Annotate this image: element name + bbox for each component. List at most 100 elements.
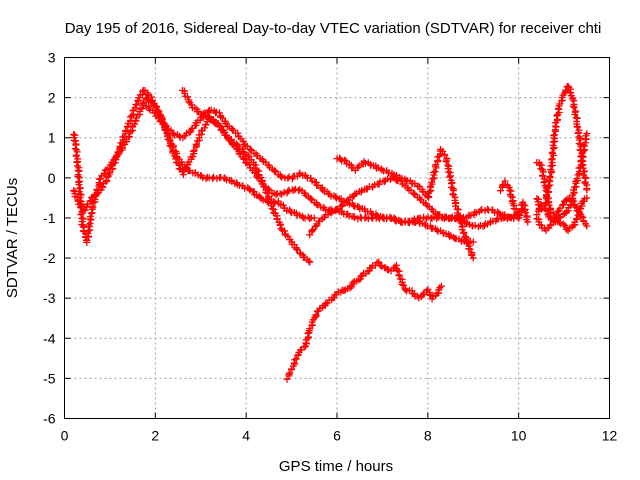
data-point — [132, 114, 140, 122]
data-point — [210, 173, 218, 181]
data-point — [74, 172, 82, 180]
data-point — [312, 311, 320, 319]
x-tick-label: 6 — [333, 428, 341, 444]
data-point — [410, 190, 418, 198]
series-track-e — [306, 174, 523, 239]
data-point — [252, 169, 260, 177]
data-point — [416, 214, 424, 222]
data-point — [540, 179, 548, 187]
data-point — [573, 175, 581, 183]
data-point — [113, 151, 121, 159]
data-point — [400, 281, 408, 289]
data-point — [278, 173, 286, 181]
data-point — [547, 156, 555, 164]
data-point — [562, 225, 570, 233]
data-point — [374, 164, 382, 172]
data-point — [355, 276, 363, 284]
data-point — [398, 219, 406, 227]
data-point — [583, 186, 591, 194]
data-point — [84, 227, 92, 235]
data-point — [292, 245, 300, 253]
data-point — [545, 212, 553, 220]
series-track-l — [533, 130, 591, 226]
data-point — [351, 190, 359, 198]
data-point — [184, 93, 192, 101]
data-point — [77, 204, 85, 212]
data-point — [575, 164, 583, 172]
data-point — [574, 129, 582, 137]
y-tick-label: 0 — [48, 170, 56, 186]
data-point — [73, 158, 81, 166]
data-point — [559, 220, 567, 228]
data-point — [340, 287, 348, 295]
data-point — [469, 238, 477, 246]
y-tick-label: 3 — [48, 50, 56, 66]
data-point — [572, 203, 580, 211]
data-point — [187, 126, 195, 134]
data-point — [572, 178, 580, 186]
data-point — [91, 192, 99, 200]
data-point — [240, 155, 248, 163]
data-point — [577, 157, 585, 165]
data-point — [284, 187, 292, 195]
data-point — [398, 174, 406, 182]
data-point — [398, 281, 406, 289]
data-point — [583, 194, 591, 202]
y-tick-label: -2 — [43, 250, 56, 266]
data-point — [277, 172, 285, 180]
data-point — [349, 279, 357, 287]
data-point — [577, 212, 585, 220]
data-point — [495, 209, 503, 217]
y-tick-label: -5 — [43, 370, 56, 386]
data-point — [549, 138, 557, 146]
data-point — [547, 162, 555, 170]
data-point — [270, 209, 278, 217]
y-axis-label: SDTVAR / TECUs — [4, 178, 21, 298]
data-point — [83, 236, 91, 244]
data-point — [403, 176, 411, 184]
data-point — [242, 159, 250, 167]
data-point — [76, 197, 84, 205]
series-track-i — [533, 82, 591, 213]
data-point — [329, 208, 337, 216]
y-tick-label: -6 — [43, 411, 56, 427]
data-point — [423, 287, 431, 295]
data-point — [550, 132, 558, 140]
data-point — [425, 188, 433, 196]
data-point — [247, 146, 255, 154]
data-point — [138, 104, 146, 112]
data-point — [276, 221, 284, 229]
data-point — [395, 272, 403, 280]
series-track-f — [333, 145, 477, 262]
data-point — [308, 226, 316, 234]
series-track-h — [497, 177, 532, 226]
data-point — [167, 143, 175, 151]
data-point — [322, 300, 330, 308]
data-point — [569, 102, 577, 110]
data-point — [404, 218, 412, 226]
data-point — [75, 181, 83, 189]
data-point — [469, 254, 477, 262]
data-point — [73, 148, 81, 156]
y-tick-label: -1 — [43, 210, 56, 226]
data-point — [574, 171, 582, 179]
data-point — [131, 120, 139, 128]
data-point — [579, 213, 587, 221]
chart-title: Day 195 of 2016, Sidereal Day-to-day VTE… — [65, 20, 602, 37]
data-point — [583, 222, 591, 230]
data-point — [175, 165, 183, 173]
data-point — [310, 214, 318, 222]
x-tick-label: 2 — [151, 428, 159, 444]
data-point — [163, 125, 171, 133]
data-point — [93, 185, 101, 193]
x-axis-label: GPS time / hours — [279, 458, 393, 475]
data-point — [196, 116, 204, 124]
data-point — [579, 147, 587, 155]
data-point — [434, 153, 442, 161]
data-point — [306, 258, 314, 266]
data-point — [546, 222, 554, 230]
data-point — [429, 175, 437, 183]
data-point — [77, 211, 85, 219]
data-layer — [70, 82, 591, 383]
